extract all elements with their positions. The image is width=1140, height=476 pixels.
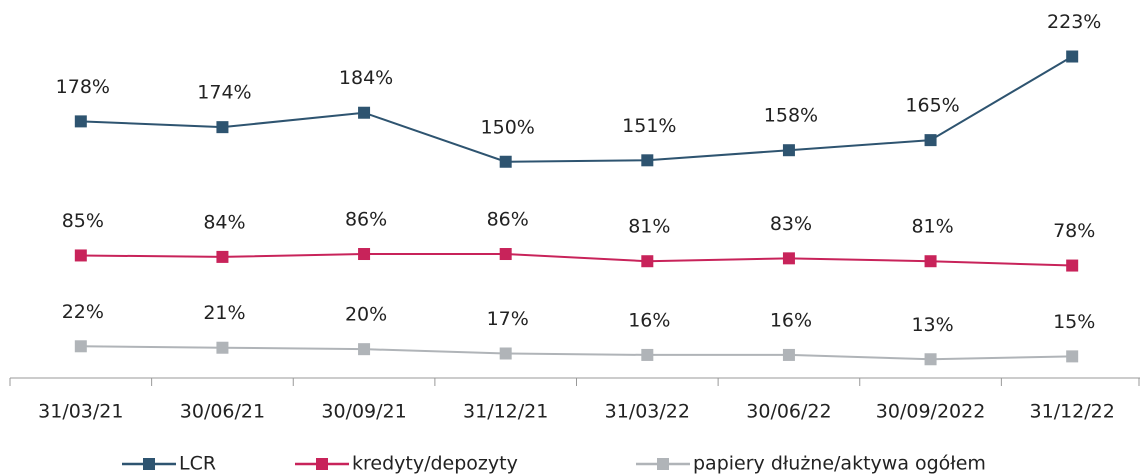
- data-label: 86%: [487, 209, 529, 231]
- data-label: 22%: [62, 301, 104, 323]
- x-tick-label: 30/06/22: [746, 401, 831, 423]
- data-label: 184%: [339, 67, 393, 89]
- data-label: 151%: [622, 115, 676, 137]
- data-point: [924, 134, 937, 147]
- data-point: [782, 348, 795, 361]
- x-tick-label: 30/09/21: [321, 401, 406, 423]
- legend-marker: [143, 458, 155, 470]
- data-label: 174%: [197, 82, 251, 104]
- data-label: 81%: [911, 216, 953, 238]
- data-point: [499, 155, 512, 168]
- x-tick-label: 31/12/22: [1030, 401, 1115, 423]
- data-point: [1066, 350, 1079, 363]
- data-point: [74, 249, 87, 262]
- legend-marker: [316, 458, 328, 470]
- x-tick-label: 30/06/21: [180, 401, 265, 423]
- data-label: 16%: [770, 309, 812, 331]
- legend-label: kredyty/depozyty: [352, 453, 518, 475]
- data-label: 86%: [345, 209, 387, 231]
- data-point: [216, 341, 229, 354]
- data-label: 78%: [1053, 220, 1095, 242]
- data-point: [641, 154, 654, 167]
- data-point: [782, 144, 795, 157]
- data-label: 81%: [628, 216, 670, 238]
- data-label: 16%: [628, 309, 670, 331]
- data-point: [74, 115, 87, 128]
- data-label: 83%: [770, 213, 812, 235]
- legend-label: LCR: [179, 453, 216, 475]
- data-point: [641, 348, 654, 361]
- data-point: [216, 121, 229, 134]
- x-tick-label: 31/03/21: [38, 401, 123, 423]
- x-tick-label: 31/12/21: [463, 401, 548, 423]
- data-point: [641, 255, 654, 268]
- data-label: 15%: [1053, 311, 1095, 333]
- data-label: 84%: [203, 211, 245, 233]
- data-point: [216, 250, 229, 263]
- data-label: 150%: [481, 116, 535, 138]
- data-label: 223%: [1047, 11, 1101, 33]
- data-point: [74, 340, 87, 353]
- data-label: 158%: [764, 105, 818, 127]
- series-line: [80, 345, 1073, 361]
- x-tick-label: 31/03/22: [605, 401, 690, 423]
- series-line: [80, 55, 1073, 163]
- data-point: [499, 347, 512, 360]
- series-line: [80, 253, 1073, 267]
- data-point: [924, 353, 937, 366]
- data-point: [358, 248, 371, 261]
- data-point: [358, 343, 371, 356]
- data-point: [782, 252, 795, 265]
- data-label: 21%: [203, 302, 245, 324]
- legend-marker: [657, 458, 669, 470]
- data-label: 165%: [905, 95, 959, 117]
- x-tick-label: 30/09/2022: [876, 401, 986, 423]
- data-point: [1066, 259, 1079, 272]
- legend-label: papiery dłużne/aktywa ogółem: [693, 453, 986, 475]
- data-label: 17%: [487, 308, 529, 330]
- data-label: 13%: [911, 314, 953, 336]
- data-point: [499, 248, 512, 261]
- data-label: 20%: [345, 304, 387, 326]
- data-point: [358, 106, 371, 119]
- data-point: [924, 255, 937, 268]
- data-label: 178%: [56, 76, 110, 98]
- data-label: 85%: [62, 210, 104, 232]
- data-point: [1066, 50, 1079, 63]
